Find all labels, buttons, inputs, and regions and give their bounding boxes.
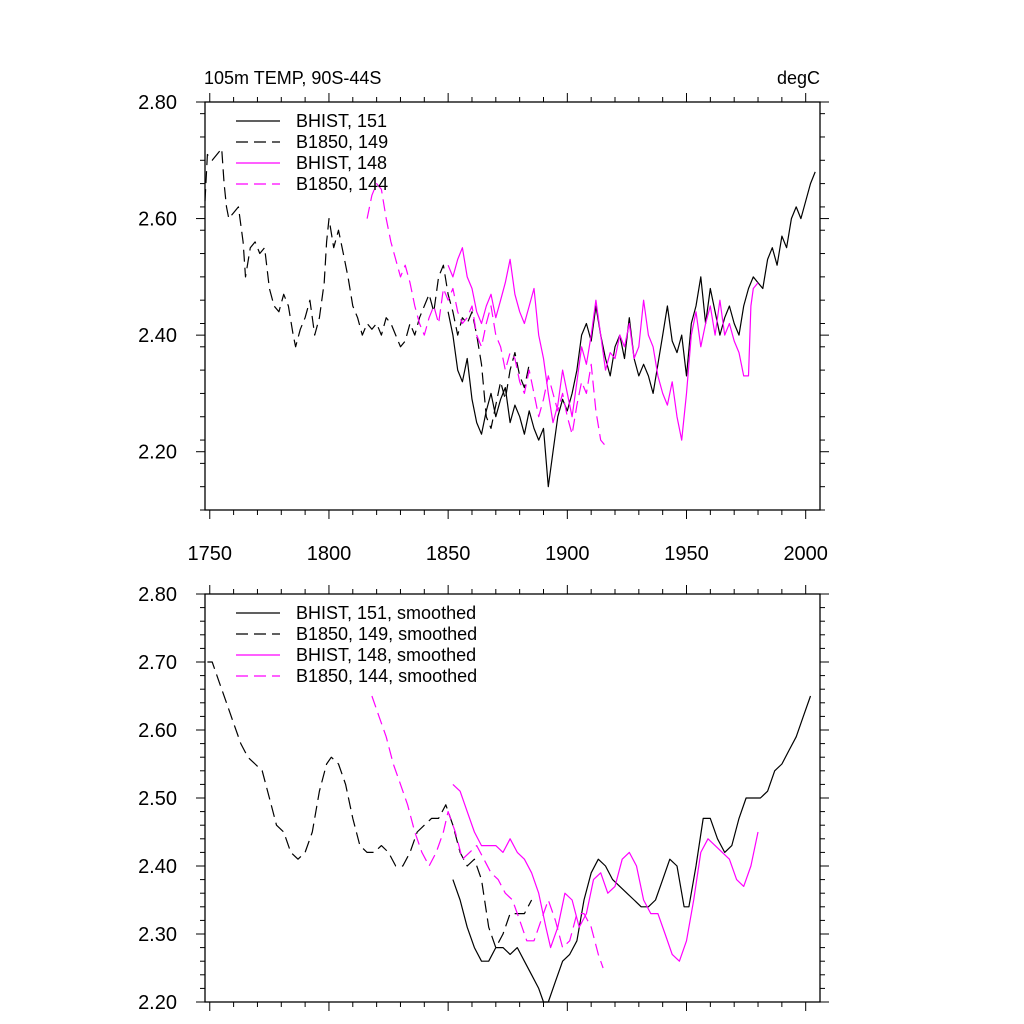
series-line-3 [366,183,606,447]
top-panel-y-tick-labels: 2.20 2.40 2.60 2.80 [138,92,177,464]
legend-label-0: BHIST, 151 [296,111,387,131]
series-line-3 [371,695,604,969]
y-tick-label: 2.70 [138,652,177,674]
legend-label-1: B1850, 149, smoothed [296,624,477,644]
series-line-2 [447,247,759,441]
top-panel-series [204,148,816,488]
y-tick-label: 2.20 [138,442,177,464]
bottom-panel: 2.20 2.30 2.40 2.50 2.60 2.70 2.80 BHIST, 151,… [138,584,829,1014]
y-tick-label: 2.80 [138,584,177,606]
x-tick-label: 2000 [783,543,828,565]
bottom-panel-ticks [196,585,829,1011]
top-panel-units: degC [777,68,820,88]
y-tick-label: 2.50 [138,788,177,810]
y-tick-label: 2.20 [138,992,177,1014]
series-line-0 [452,695,812,1003]
top-panel: 105m TEMP, 90S-44S degC 1750 1800 1850 1900… [138,68,829,565]
y-tick-label: 2.60 [138,209,177,231]
top-panel-title: 105m TEMP, 90S-44S [204,68,381,88]
y-tick-label: 2.40 [138,856,177,878]
x-tick-label: 1750 [188,543,233,565]
top-panel-ticks [196,93,829,519]
top-panel-x-tick-labels: 1750 1800 1850 1900 1950 2000 [188,543,828,565]
x-tick-label: 1850 [426,543,471,565]
bottom-panel-series [207,661,812,1003]
legend-label-1: B1850, 149 [296,132,388,152]
legend-label-2: BHIST, 148, smoothed [296,645,476,665]
y-tick-label: 2.40 [138,325,177,347]
y-tick-label: 2.80 [138,92,177,114]
x-tick-label: 1900 [545,543,590,565]
legend-label-0: BHIST, 151, smoothed [296,603,476,623]
legend-label-2: BHIST, 148 [296,153,387,173]
series-line-1 [207,661,533,949]
y-tick-label: 2.60 [138,720,177,742]
y-tick-label: 2.30 [138,924,177,946]
bottom-panel-y-tick-labels: 2.20 2.30 2.40 2.50 2.60 2.70 2.80 [138,584,177,1014]
x-tick-label: 1950 [664,543,709,565]
legend-label-3: B1850, 144, smoothed [296,666,477,686]
top-panel-frame [204,101,821,511]
series-line-1 [204,148,530,429]
legend-label-3: B1850, 144 [296,174,388,194]
series-line-2 [452,783,759,962]
x-tick-label: 1800 [307,543,352,565]
